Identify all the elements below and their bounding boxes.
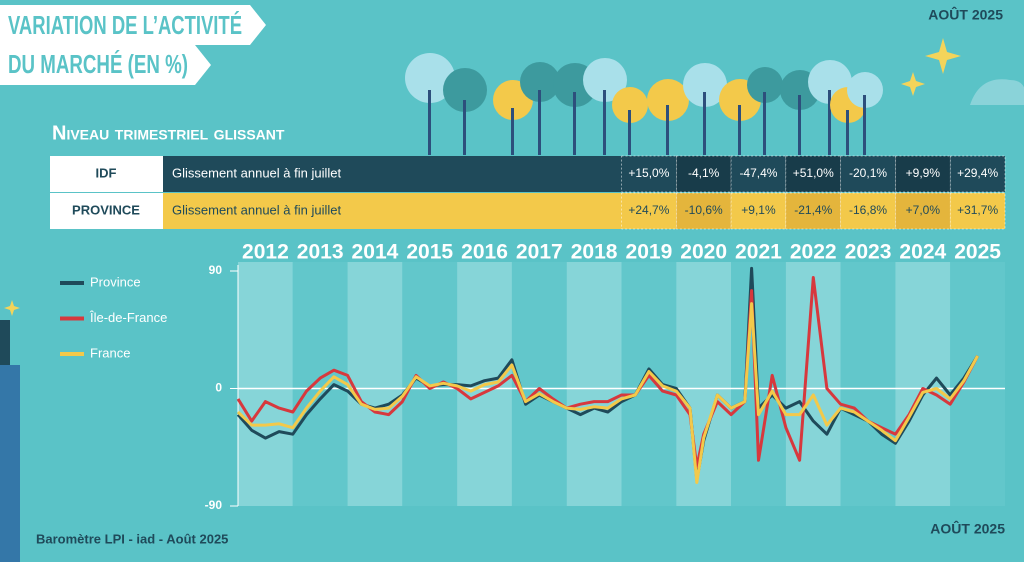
row-label: IDF xyxy=(96,165,117,180)
value-cell xyxy=(676,192,732,230)
x-tick-label: 2021 xyxy=(735,241,782,264)
trees xyxy=(0,38,1024,562)
value-label: +31,7% xyxy=(957,203,998,217)
title: DU MARCHÉ (EN %) xyxy=(8,49,188,79)
value-cell xyxy=(730,155,787,193)
row-description: Glissement annuel à fin juillet xyxy=(172,165,341,180)
x-tick-label: 2018 xyxy=(571,241,618,264)
year-band xyxy=(511,262,567,506)
value-label: -16,8% xyxy=(849,203,887,217)
year-band xyxy=(621,262,677,506)
subtitle: Niveau trimestriel glissant xyxy=(52,122,285,144)
x-tick-label: 2022 xyxy=(790,241,837,264)
value-label: -20,1% xyxy=(849,166,887,180)
value-label: +24,7% xyxy=(628,203,669,217)
year-band xyxy=(292,262,348,506)
x-tick-label: 2019 xyxy=(626,241,673,264)
x-tick-label: 2017 xyxy=(516,241,563,264)
legend-label: France xyxy=(90,345,130,360)
series-line xyxy=(236,302,979,484)
title: VARIATION DE L’ACTIVITÉ xyxy=(8,10,242,40)
footer-source: Baromètre LPI - iad - Août 2025 xyxy=(36,531,228,546)
value-cell xyxy=(949,155,1006,193)
value-label: -10,6% xyxy=(685,203,723,217)
value-cell xyxy=(785,155,841,193)
row-description: Glissement annuel à fin juillet xyxy=(172,202,341,217)
value-label: -21,4% xyxy=(794,203,832,217)
title-ribbon xyxy=(0,45,211,85)
row-label-cell xyxy=(50,193,163,229)
year-band xyxy=(785,262,841,506)
footer-date: AOÛT 2025 xyxy=(930,520,1005,537)
x-tick-label: 2012 xyxy=(242,241,289,264)
x-tick-label: 2020 xyxy=(680,241,727,264)
legend-label: Île-de-France xyxy=(89,310,167,325)
year-band xyxy=(840,262,896,506)
value-label: -47,4% xyxy=(739,166,777,180)
x-tick-label: 2014 xyxy=(352,241,399,264)
title-ribbon xyxy=(0,5,266,45)
value-cell xyxy=(676,155,732,193)
year-band xyxy=(676,262,732,506)
row-label-cell xyxy=(50,156,163,192)
x-tick-label: 2023 xyxy=(845,241,892,264)
legend-label: Province xyxy=(90,274,141,289)
value-label: +9,9% xyxy=(906,166,941,180)
x-tick-label: 2025 xyxy=(954,241,1001,264)
value-cell xyxy=(895,155,951,193)
value-label: +29,4% xyxy=(957,166,998,180)
value-label: -4,1% xyxy=(688,166,720,180)
value-cell xyxy=(895,192,951,230)
value-label: +7,0% xyxy=(906,203,941,217)
value-label: +15,0% xyxy=(628,166,669,180)
year-band xyxy=(347,262,403,506)
row-label: PROVINCE xyxy=(72,202,140,217)
x-tick-label: 2013 xyxy=(297,241,344,264)
value-label: +9,1% xyxy=(741,203,776,217)
value-cell xyxy=(949,192,1006,230)
x-tick-label: 2016 xyxy=(461,241,508,264)
year-band xyxy=(566,262,622,506)
y-tick-label: 0 xyxy=(215,381,222,395)
value-cell xyxy=(840,155,896,193)
year-band xyxy=(238,262,293,506)
y-tick-label: 90 xyxy=(209,263,223,277)
x-tick-label: 2024 xyxy=(899,241,946,264)
date: AOÛT 2025 xyxy=(928,6,1003,23)
value-label: +51,0% xyxy=(793,166,834,180)
y-tick-label: -90 xyxy=(205,498,223,512)
value-cell xyxy=(785,192,841,230)
x-tick-label: 2015 xyxy=(406,241,453,264)
